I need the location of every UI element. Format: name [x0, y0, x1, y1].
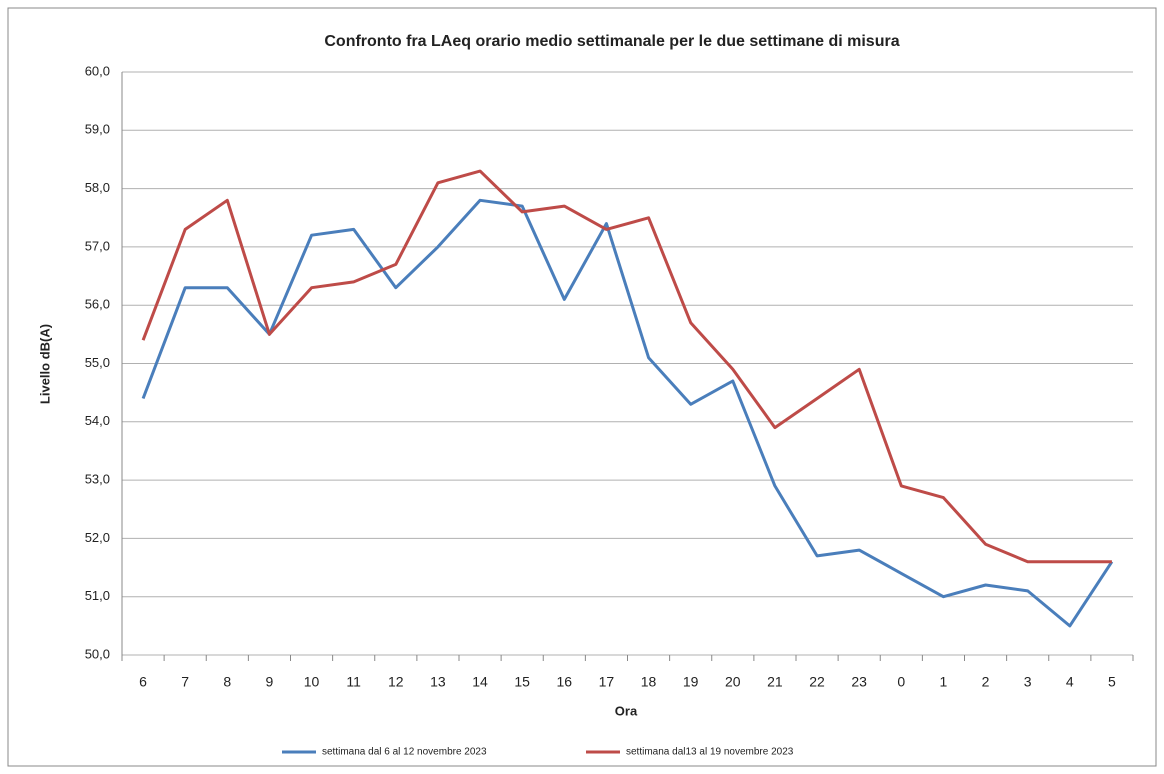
x-tick-label: 20 — [725, 674, 741, 690]
x-tick-label: 8 — [223, 674, 231, 690]
x-tick-label: 22 — [809, 674, 825, 690]
x-tick-label: 5 — [1108, 674, 1116, 690]
x-axis-label: Ora — [615, 703, 638, 718]
x-tick-label: 15 — [514, 674, 530, 690]
legend-label: settimana dal13 al 19 novembre 2023 — [626, 747, 794, 758]
x-tick-label: 23 — [851, 674, 867, 690]
x-tick-label: 17 — [599, 674, 615, 690]
y-tick-label: 54,0 — [85, 413, 110, 428]
x-tick-label: 16 — [557, 674, 573, 690]
x-tick-label: 21 — [767, 674, 783, 690]
y-tick-label: 53,0 — [85, 472, 110, 487]
chart-frame — [7, 7, 1157, 767]
y-tick-label: 60,0 — [85, 63, 110, 78]
chart-title: Confronto fra LAeq orario medio settiman… — [324, 33, 899, 50]
x-tick-label: 13 — [430, 674, 446, 690]
x-tick-label: 10 — [304, 674, 320, 690]
x-tick-label: 1 — [940, 674, 948, 690]
y-tick-label: 59,0 — [85, 122, 110, 137]
x-tick-label: 6 — [139, 674, 147, 690]
y-tick-label: 56,0 — [85, 297, 110, 312]
x-tick-label: 7 — [181, 674, 189, 690]
x-tick-label: 14 — [472, 674, 488, 690]
series-line — [141, 169, 1112, 564]
y-tick-label: 52,0 — [85, 530, 110, 545]
y-tick-label: 55,0 — [85, 355, 110, 370]
x-tick-label: 0 — [897, 674, 905, 690]
x-tick-label: 2 — [982, 674, 990, 690]
x-tick-label: 12 — [388, 674, 404, 690]
y-tick-label: 58,0 — [85, 180, 110, 195]
x-tick-label: 3 — [1024, 674, 1032, 690]
legend-label: settimana dal 6 al 12 novembre 2023 — [322, 747, 487, 758]
y-tick-label: 50,0 — [85, 646, 110, 661]
y-tick-label: 51,0 — [85, 588, 110, 603]
x-tick-label: 11 — [346, 674, 361, 690]
x-tick-label: 19 — [683, 674, 699, 690]
x-tick-label: 9 — [266, 674, 274, 690]
y-tick-label: 57,0 — [85, 238, 110, 253]
series-line — [141, 198, 1114, 628]
x-tick-label: 4 — [1066, 674, 1074, 690]
y-axis-label: Livello dB(A) — [37, 324, 52, 404]
x-tick-label: 18 — [641, 674, 657, 690]
